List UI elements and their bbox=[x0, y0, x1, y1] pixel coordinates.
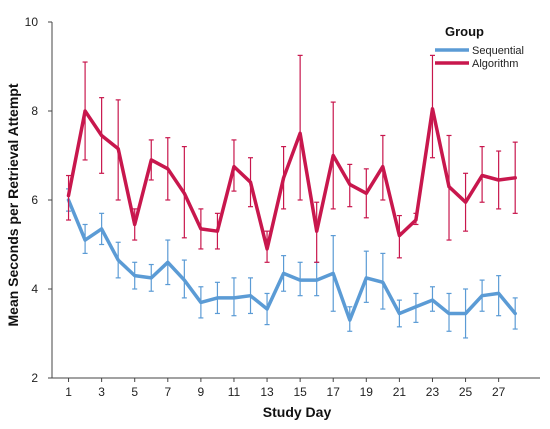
data-point bbox=[513, 312, 517, 315]
data-point bbox=[497, 178, 500, 182]
data-point bbox=[480, 294, 484, 297]
data-point bbox=[282, 272, 285, 275]
x-tick-label: 9 bbox=[198, 385, 205, 399]
x-tick-label: 21 bbox=[393, 385, 407, 399]
legend-title: Group bbox=[445, 24, 484, 39]
error-bar bbox=[66, 174, 72, 221]
data-point bbox=[348, 183, 351, 186]
data-point bbox=[298, 132, 302, 135]
data-point bbox=[480, 174, 484, 177]
data-point bbox=[464, 201, 467, 204]
data-point bbox=[332, 154, 335, 157]
data-point bbox=[216, 229, 219, 233]
x-tick-label: 17 bbox=[327, 385, 341, 399]
plot-area bbox=[66, 54, 518, 339]
data-point bbox=[133, 274, 136, 277]
x-tick-label: 5 bbox=[131, 385, 138, 399]
data-point bbox=[67, 194, 70, 197]
x-tick-label: 19 bbox=[360, 385, 374, 399]
data-point bbox=[365, 192, 368, 195]
data-point bbox=[298, 278, 302, 282]
data-point bbox=[414, 218, 418, 222]
data-point bbox=[431, 107, 434, 110]
x-axis-title: Study Day bbox=[263, 404, 332, 420]
data-point bbox=[249, 181, 252, 184]
data-point bbox=[265, 307, 269, 311]
data-point bbox=[265, 247, 269, 251]
series-line-algorithm bbox=[66, 107, 517, 251]
data-point bbox=[249, 294, 252, 297]
data-point bbox=[464, 312, 467, 315]
data-point bbox=[232, 165, 236, 168]
y-tick-label: 2 bbox=[31, 371, 38, 385]
x-tick-label: 25 bbox=[459, 385, 473, 399]
data-point bbox=[116, 147, 120, 151]
data-point bbox=[497, 292, 500, 295]
data-point bbox=[282, 176, 285, 179]
legend-label-algorithm: Algorithm bbox=[472, 58, 518, 70]
data-point bbox=[183, 278, 186, 282]
data-point bbox=[150, 276, 153, 280]
x-tick-label: 23 bbox=[426, 385, 440, 399]
data-point bbox=[83, 238, 87, 242]
data-point bbox=[166, 167, 169, 171]
data-point bbox=[365, 276, 368, 280]
error-bars-sequential bbox=[66, 188, 518, 339]
x-tick-label: 3 bbox=[98, 385, 105, 399]
data-point bbox=[447, 185, 451, 188]
x-axis: 1 3 5 7 9 11 13 15 17 19 21 23 25 27 bbox=[52, 377, 540, 399]
data-point bbox=[166, 261, 169, 264]
x-tick-label: 11 bbox=[228, 385, 241, 399]
data-points-algorithm bbox=[67, 107, 517, 251]
x-tick-label: 13 bbox=[260, 385, 274, 399]
series-line-sequential bbox=[66, 198, 517, 322]
x-tick-label: 27 bbox=[492, 385, 506, 399]
error-bar bbox=[429, 54, 435, 159]
x-ticks: 1 3 5 7 9 11 13 15 17 19 21 23 25 27 bbox=[65, 378, 506, 399]
data-points-sequential bbox=[67, 198, 517, 322]
y-axis-title: Mean Seconds per Retrieval Attempt bbox=[5, 83, 21, 326]
data-point bbox=[100, 227, 103, 231]
data-point bbox=[315, 229, 318, 233]
x-tick-label: 15 bbox=[293, 385, 307, 399]
y-tick-label: 8 bbox=[31, 104, 38, 118]
y-tick-label: 10 bbox=[25, 15, 39, 29]
legend: Group Sequential Algorithm bbox=[435, 24, 524, 70]
y-axis: 2 4 6 8 10 bbox=[25, 15, 53, 385]
data-point bbox=[232, 296, 236, 300]
data-point bbox=[133, 223, 136, 226]
data-point bbox=[315, 278, 318, 282]
y-tick-label: 4 bbox=[31, 282, 38, 296]
data-point bbox=[150, 158, 153, 162]
data-point bbox=[398, 234, 401, 237]
data-point bbox=[216, 296, 219, 300]
y-tick-label: 6 bbox=[31, 193, 38, 207]
data-point bbox=[414, 305, 418, 308]
x-tick-label: 7 bbox=[164, 385, 171, 399]
x-tick-label: 1 bbox=[65, 385, 72, 399]
data-point bbox=[100, 134, 103, 137]
y-ticks: 2 4 6 8 10 bbox=[25, 15, 52, 385]
data-point bbox=[381, 281, 385, 284]
data-point bbox=[447, 312, 451, 315]
data-point bbox=[398, 312, 401, 315]
data-point bbox=[183, 192, 186, 195]
data-point bbox=[381, 165, 385, 168]
data-point bbox=[199, 301, 203, 304]
data-point bbox=[116, 258, 120, 262]
error-bar bbox=[297, 54, 303, 201]
data-point bbox=[83, 109, 87, 113]
data-point bbox=[513, 176, 517, 179]
data-point bbox=[199, 227, 203, 231]
data-point bbox=[431, 298, 434, 302]
series-algorithm bbox=[66, 54, 518, 263]
legend-label-sequential: Sequential bbox=[472, 45, 524, 57]
series-sequential bbox=[66, 188, 518, 339]
data-point bbox=[332, 272, 335, 275]
data-point bbox=[348, 318, 351, 322]
